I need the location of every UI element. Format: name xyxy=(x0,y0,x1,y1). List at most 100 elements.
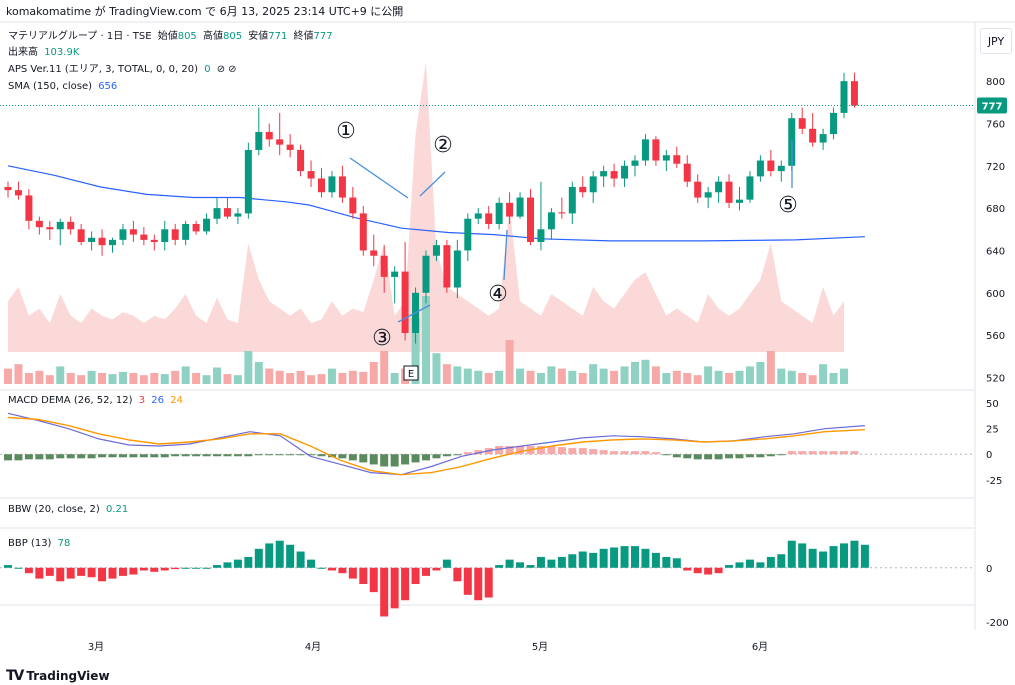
volume-bar xyxy=(35,370,44,384)
candle-body xyxy=(297,149,305,172)
candle-body xyxy=(140,234,148,240)
settings-icon[interactable]: ⊘ xyxy=(228,64,237,75)
candle-body xyxy=(318,178,325,193)
volume-bar xyxy=(275,370,284,384)
candle-body xyxy=(767,160,775,172)
candle-body xyxy=(171,229,179,240)
price-tick-label: 760 xyxy=(986,119,1005,130)
price-tick-label: 560 xyxy=(986,331,1005,342)
close-label: 終値 xyxy=(293,31,314,42)
volume-bar xyxy=(526,370,535,384)
candle-body xyxy=(265,131,273,140)
price-tick-label: 680 xyxy=(986,204,1005,215)
macd-histogram-bar xyxy=(213,454,221,457)
volume-bar xyxy=(45,375,54,384)
candle-body xyxy=(380,255,388,277)
macd-histogram-bar xyxy=(578,448,587,455)
macd-histogram-bar xyxy=(66,454,75,459)
x-tick-label: 5月 xyxy=(532,641,548,653)
volume-bar xyxy=(369,362,378,384)
currency-button[interactable]: JPY xyxy=(980,28,1012,54)
bbp-histogram-bar xyxy=(98,567,107,582)
bbp-histogram-bar xyxy=(233,559,242,568)
candle-body xyxy=(725,181,733,203)
tradingview-logo-icon: TV xyxy=(6,668,24,684)
volume-value: 103.9K xyxy=(44,47,80,58)
volume-bar xyxy=(192,373,201,384)
macd-histogram-bar xyxy=(536,446,545,455)
bbp-histogram-bar xyxy=(35,567,44,579)
bbp-histogram-bar xyxy=(453,567,462,582)
annotation-arrow xyxy=(503,229,508,281)
price-tick-label: 600 xyxy=(986,289,1005,300)
candle-body xyxy=(558,212,566,214)
volume-bar xyxy=(745,366,754,384)
macd-histogram-bar xyxy=(620,451,629,455)
macd-histogram-bar xyxy=(265,454,274,456)
candle-body xyxy=(495,202,503,224)
volume-bar xyxy=(98,373,107,384)
bbp-legend: BBP (13) 78 xyxy=(8,537,73,551)
volume-bar xyxy=(422,296,430,384)
candle-body xyxy=(35,220,43,228)
macd-histogram-bar xyxy=(181,454,190,457)
macd-histogram-bar xyxy=(808,451,817,455)
footer-brand: TradingView xyxy=(26,669,110,683)
macd-histogram-bar xyxy=(495,446,504,455)
candle-body xyxy=(641,139,649,161)
bbp-histogram-bar xyxy=(87,567,96,578)
candle-body xyxy=(338,176,346,198)
bbp-histogram-bar xyxy=(223,562,232,568)
bbp-histogram-bar xyxy=(244,556,253,568)
last-price-label: 777 xyxy=(982,101,1003,112)
bbp-histogram-bar xyxy=(620,546,629,568)
volume-bar xyxy=(380,351,389,384)
volume-bar xyxy=(14,364,23,384)
visibility-icon[interactable]: ⊘ xyxy=(216,64,226,75)
bbp-histogram-bar xyxy=(4,565,12,568)
candle-body xyxy=(203,218,211,232)
bbp-histogram-bar xyxy=(725,565,734,568)
x-tick-label: 3月 xyxy=(88,641,104,653)
sma-label: SMA (150, close) xyxy=(8,81,92,92)
volume-bar xyxy=(505,340,514,384)
bbp-histogram-bar xyxy=(401,567,410,601)
macd-histogram-bar xyxy=(359,454,368,463)
macd-histogram-bar xyxy=(192,454,201,457)
macd-tick-label: -25 xyxy=(986,476,1002,487)
volume-bar xyxy=(599,368,608,384)
earnings-marker-box xyxy=(403,365,419,381)
candle-body xyxy=(349,197,357,214)
candle-body xyxy=(485,213,493,224)
aps-area xyxy=(8,62,844,352)
aps-label: APS Ver.11 (エリア, 3, TOTAL, 0, 0, 20) xyxy=(8,64,199,75)
macd-histogram-bar xyxy=(850,451,859,455)
volume-bar xyxy=(798,373,807,384)
macd-tick-label: 25 xyxy=(986,425,999,436)
volume-bar xyxy=(77,375,86,384)
price-axis: 800 760 720 680 640 600 560 520 777 3月 4月 5月 6月 xyxy=(0,77,1007,653)
bbp-histogram-bar xyxy=(745,559,754,568)
macd-histogram-bar xyxy=(422,454,430,461)
open-label: 始値 xyxy=(157,31,178,42)
bbp-histogram-bar xyxy=(484,567,493,598)
volume-bar xyxy=(24,373,33,384)
volume-bar xyxy=(547,366,556,384)
bbp-histogram-bar xyxy=(766,556,775,568)
candle-body xyxy=(547,212,555,230)
macd-histogram-bar xyxy=(202,454,211,457)
macd-value-3: 24 xyxy=(170,395,183,406)
macd-histogram-bar xyxy=(254,454,263,456)
candle-body xyxy=(192,224,200,232)
bbp-tick-label: 0 xyxy=(986,564,992,575)
candle-body xyxy=(777,165,785,172)
macd-histogram-bar xyxy=(442,454,451,457)
macd-histogram-bar xyxy=(672,454,681,458)
macd-histogram-bar xyxy=(338,454,347,459)
volume-bar xyxy=(631,362,639,384)
aps-legend: APS Ver.11 (エリア, 3, TOTAL, 0, 0, 20) 0 ⊘… xyxy=(8,63,240,77)
macd-histogram-bar xyxy=(98,454,107,458)
candle-body xyxy=(809,128,817,143)
candle-body xyxy=(223,208,231,217)
